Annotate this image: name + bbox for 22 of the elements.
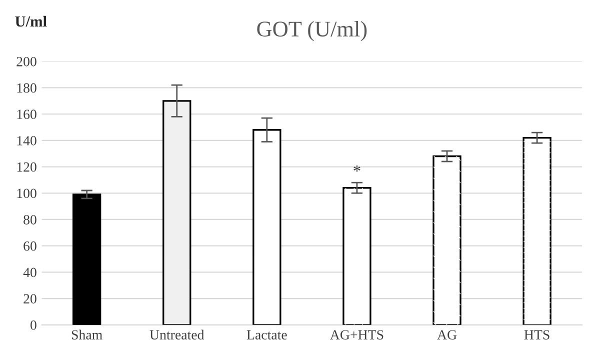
y-tick-label: 200 <box>16 56 36 66</box>
y-tick-label: 120 <box>17 162 36 172</box>
x-tick-label: AG <box>437 330 457 340</box>
y-tick-label: 0 <box>30 320 36 330</box>
x-tick-label: HTS <box>524 330 550 340</box>
chart-title: GOT (U/ml) <box>257 20 367 42</box>
x-tick-label: Untreated <box>150 330 204 340</box>
y-tick-label: 20 <box>24 294 36 304</box>
annotation: * <box>354 165 360 172</box>
x-tick-label: Lactate <box>246 330 287 340</box>
bar <box>162 100 192 325</box>
y-tick-label: 180 <box>17 83 36 93</box>
y-tick-label: 100 <box>17 188 36 198</box>
y-tick-label: 40 <box>23 268 36 278</box>
y-tick-label: 60 <box>24 241 36 251</box>
y-tick-label: 140 <box>17 136 36 146</box>
x-tick-label: Sham <box>72 330 102 340</box>
y-tick-label: 80 <box>24 215 36 224</box>
y-axis-title: U/ml <box>15 16 47 27</box>
bar <box>72 194 102 325</box>
y-tick-label: 160 <box>17 110 36 120</box>
x-tick-label: AG+HTS <box>330 330 384 340</box>
